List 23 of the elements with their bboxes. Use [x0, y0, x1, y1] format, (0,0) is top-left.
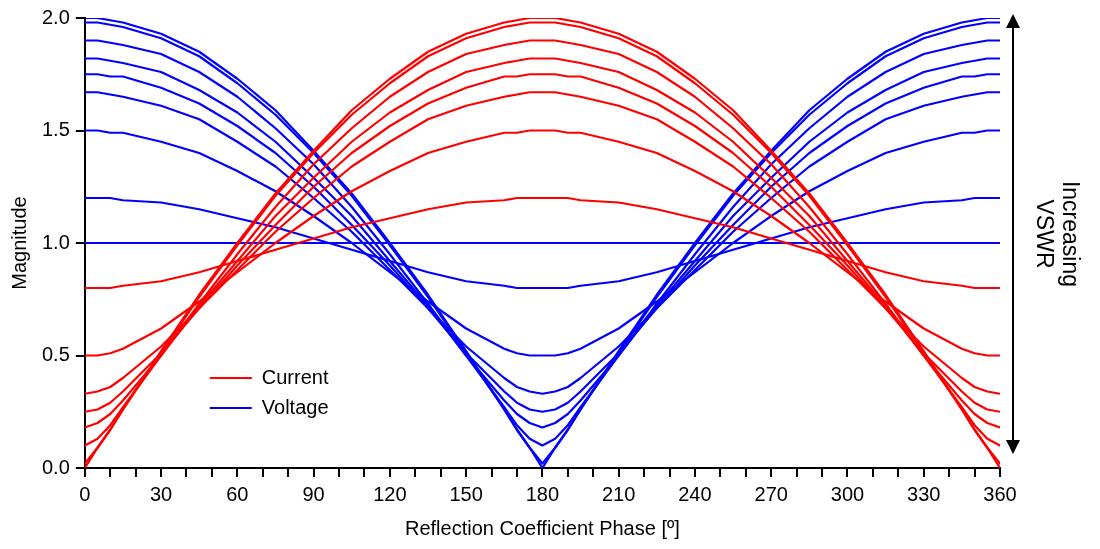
y-tick-label: 2.0 — [41, 5, 70, 28]
x-tick-label: 270 — [754, 482, 788, 505]
x-tick-label: 360 — [983, 482, 1017, 505]
x-tick-label: 240 — [678, 482, 712, 505]
x-tick-label: 150 — [449, 482, 483, 505]
x-tick-label: 60 — [226, 482, 249, 505]
x-tick-label: 210 — [601, 482, 636, 505]
x-axis-title: Reflection Coefficient Phase [º] — [404, 516, 680, 539]
text: Increasing VSWR — [1032, 179, 1084, 289]
y-tick-label: 0.5 — [41, 343, 70, 366]
x-tick-label: 0 — [79, 482, 91, 505]
x-tick-label: 180 — [525, 482, 560, 505]
y-tick-label: 1.5 — [41, 118, 70, 141]
x-tick-label: 30 — [149, 482, 173, 505]
y-axis-title: Magnitude — [7, 196, 30, 290]
x-tick-label: 90 — [302, 482, 325, 505]
x-tick-label: 120 — [373, 482, 407, 505]
x-tick-label: 300 — [830, 482, 865, 505]
y-tick-label: 0.0 — [41, 455, 70, 478]
x-tick-label: 330 — [907, 482, 941, 505]
legend-label: Current — [261, 365, 329, 388]
y-tick-label: 1.0 — [41, 230, 70, 253]
legend-label: Voltage — [261, 395, 329, 418]
